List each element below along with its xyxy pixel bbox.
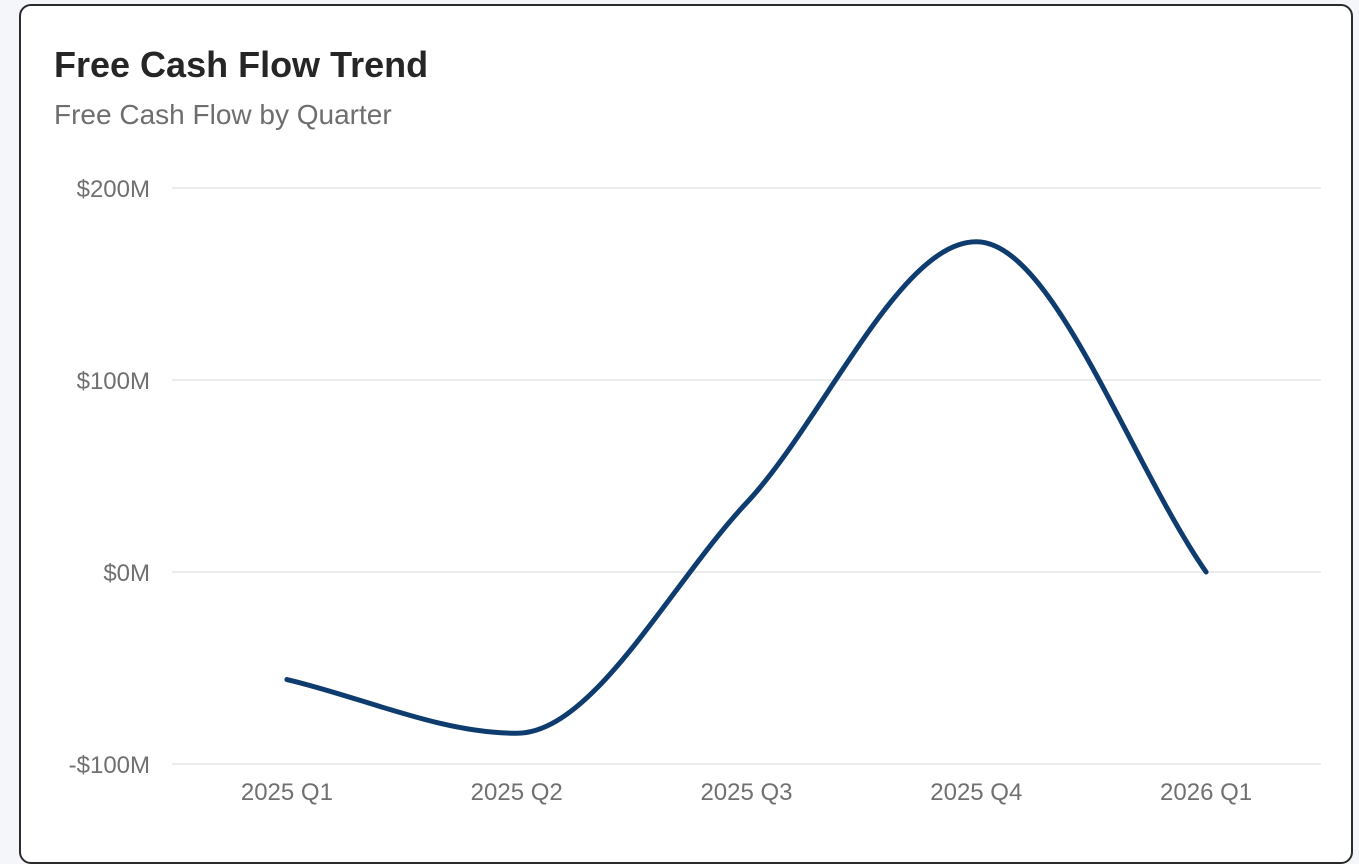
x-tick-label: 2025 Q1 <box>241 779 333 806</box>
y-tick-label: -$100M <box>69 752 150 779</box>
x-tick-label: 2026 Q1 <box>1160 779 1252 806</box>
data-point-2025-q3[interactable] <box>741 497 753 509</box>
x-axis-ticks: 2025 Q1 2025 Q2 2025 Q3 2025 Q4 2026 Q1 <box>241 779 1252 806</box>
data-point-2025-q4[interactable] <box>970 236 982 248</box>
data-point-2025-q1[interactable] <box>281 674 293 686</box>
y-axis-ticks: -$100M $0M $100M $200M <box>69 176 150 779</box>
x-tick-label: 2025 Q3 <box>700 779 792 806</box>
x-tick-label: 2025 Q4 <box>930 779 1022 806</box>
y-tick-label: $0M <box>103 560 150 587</box>
x-tick-label: 2025 Q2 <box>471 779 563 806</box>
chart-subtitle: Free Cash Flow by Quarter <box>54 99 392 130</box>
y-tick-label: $200M <box>77 176 150 203</box>
data-point-2026-q1[interactable] <box>1200 566 1212 578</box>
series-layer <box>281 236 1212 739</box>
gridlines <box>172 187 1321 765</box>
chart-card: Free Cash Flow Trend Free Cash Flow by Q… <box>19 4 1353 864</box>
data-point-2025-q2[interactable] <box>511 727 523 739</box>
y-tick-label: $100M <box>77 368 150 395</box>
series-line <box>284 239 1209 736</box>
chart-title: Free Cash Flow Trend <box>54 44 429 85</box>
